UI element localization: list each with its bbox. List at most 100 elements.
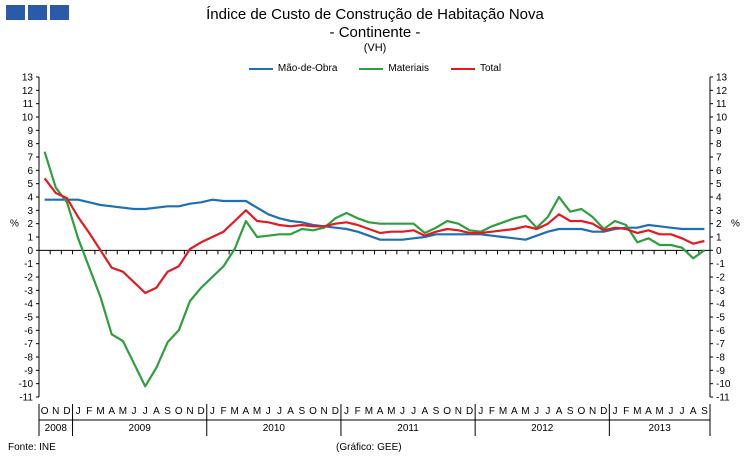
x-month-label: M xyxy=(365,406,373,417)
y-tick-label-left: 10 xyxy=(22,113,34,124)
chart-legend: Mão-de-Obra Materiais Total xyxy=(0,63,750,74)
x-month-label: J xyxy=(534,406,539,417)
x-month-label: J xyxy=(266,406,271,417)
y-tick-label-left: -9 xyxy=(24,366,33,377)
x-month-label: O xyxy=(175,406,183,417)
y-tick-label-left: -10 xyxy=(19,379,34,390)
y-tick-label-right: 4 xyxy=(716,193,722,204)
series-line-mao-de-obra xyxy=(44,198,705,241)
y-tick-label-left: -4 xyxy=(24,299,33,310)
y-tick-label-left: -11 xyxy=(19,393,33,404)
x-month-label: A xyxy=(377,406,384,417)
y-tick-label-left: 3 xyxy=(27,206,33,217)
series-line-total xyxy=(43,177,705,295)
legend-label-mao-de-obra: Mão-de-Obra xyxy=(277,63,338,74)
chart-title: Índice de Custo de Construção de Habitaç… xyxy=(0,6,750,42)
y-tick-label-left: -1 xyxy=(24,259,33,270)
legend-swatch-mao-de-obra xyxy=(248,67,273,70)
y-tick-label-left: 1 xyxy=(27,233,33,244)
y-tick-label-right: -3 xyxy=(716,286,725,297)
x-month-label: F xyxy=(86,406,92,417)
y-tick-label-right: -11 xyxy=(716,393,730,404)
x-month-label: M xyxy=(387,406,395,417)
legend-label-materiais: Materiais xyxy=(388,63,429,74)
legend-swatch-total xyxy=(450,67,475,70)
y-tick-label-left: 6 xyxy=(27,166,33,177)
y-tick-label-right: 3 xyxy=(716,206,722,217)
x-month-label: N xyxy=(52,406,59,417)
x-month-label: A xyxy=(645,406,652,417)
y-tick-label-right: -6 xyxy=(716,326,725,337)
x-year-label: 2008 xyxy=(45,423,68,434)
y-tick-label-left: 0 xyxy=(27,246,33,257)
x-month-label: D xyxy=(332,406,339,417)
x-month-label: J xyxy=(210,406,215,417)
x-month-label: N xyxy=(321,406,328,417)
x-month-label: J xyxy=(344,406,349,417)
y-tick-label-right: 8 xyxy=(716,139,722,150)
x-month-label: O xyxy=(578,406,586,417)
x-month-label: J xyxy=(277,406,282,417)
x-month-label: D xyxy=(63,406,70,417)
x-month-label: A xyxy=(421,406,428,417)
y-tick-label-right: -2 xyxy=(716,273,725,284)
x-month-label: S xyxy=(701,406,708,417)
x-month-label: S xyxy=(298,406,305,417)
x-month-label: J xyxy=(132,406,137,417)
y-tick-label-right: -8 xyxy=(716,353,725,364)
legend-item-mao-de-obra: Mão-de-Obra xyxy=(248,63,338,74)
y-tick-label-left: -7 xyxy=(24,339,33,350)
x-month-label: N xyxy=(455,406,462,417)
x-month-label: M xyxy=(633,406,641,417)
y-tick-label-left: -8 xyxy=(24,353,33,364)
series-line-materiais xyxy=(43,151,706,388)
y-tick-label-left: -2 xyxy=(24,273,33,284)
x-month-label: J xyxy=(545,406,550,417)
x-month-label: F xyxy=(355,406,361,417)
y-tick-label-right: 13 xyxy=(716,73,728,84)
x-month-label: M xyxy=(656,406,664,417)
x-month-label: J xyxy=(76,406,81,417)
x-year-label: 2010 xyxy=(263,423,286,434)
x-month-label: J xyxy=(411,406,416,417)
logo-square-2 xyxy=(28,5,47,20)
x-year-label: 2012 xyxy=(531,423,554,434)
legend-swatch-materiais xyxy=(359,67,384,70)
x-month-label: F xyxy=(623,406,629,417)
x-month-label: N xyxy=(186,406,193,417)
y-tick-label-right: 2 xyxy=(716,219,722,230)
x-month-label: D xyxy=(600,406,607,417)
x-month-label: D xyxy=(466,406,473,417)
legend-label-total: Total xyxy=(479,63,502,74)
x-year-label: 2013 xyxy=(649,423,672,434)
x-month-label: M xyxy=(231,406,239,417)
x-month-label: A xyxy=(511,406,518,417)
y-tick-label-left: 2 xyxy=(27,219,33,230)
y-tick-label-left: 13 xyxy=(22,73,34,84)
x-month-label: M xyxy=(521,406,529,417)
x-month-label: A xyxy=(287,406,294,417)
y-axis-label-left: % xyxy=(10,218,19,229)
x-month-label: A xyxy=(556,406,563,417)
y-tick-label-right: 10 xyxy=(716,113,728,124)
x-month-label: F xyxy=(489,406,495,417)
ine-logo xyxy=(6,5,69,20)
y-tick-label-right: -4 xyxy=(716,299,725,310)
x-month-label: N xyxy=(589,406,596,417)
x-month-label: M xyxy=(253,406,261,417)
x-month-label: J xyxy=(478,406,483,417)
legend-item-materiais: Materiais xyxy=(359,63,429,74)
x-month-label: M xyxy=(499,406,507,417)
x-year-label: 2009 xyxy=(129,423,152,434)
x-month-label: O xyxy=(443,406,451,417)
y-tick-label-right: 5 xyxy=(716,179,722,190)
x-month-label: D xyxy=(198,406,205,417)
x-month-label: J xyxy=(400,406,405,417)
y-tick-label-left: -6 xyxy=(24,326,33,337)
y-tick-label-right: 12 xyxy=(716,86,728,97)
y-tick-label-right: 9 xyxy=(716,126,722,137)
x-month-label: A xyxy=(690,406,697,417)
x-month-label: S xyxy=(433,406,440,417)
y-tick-label-left: -5 xyxy=(24,313,33,324)
